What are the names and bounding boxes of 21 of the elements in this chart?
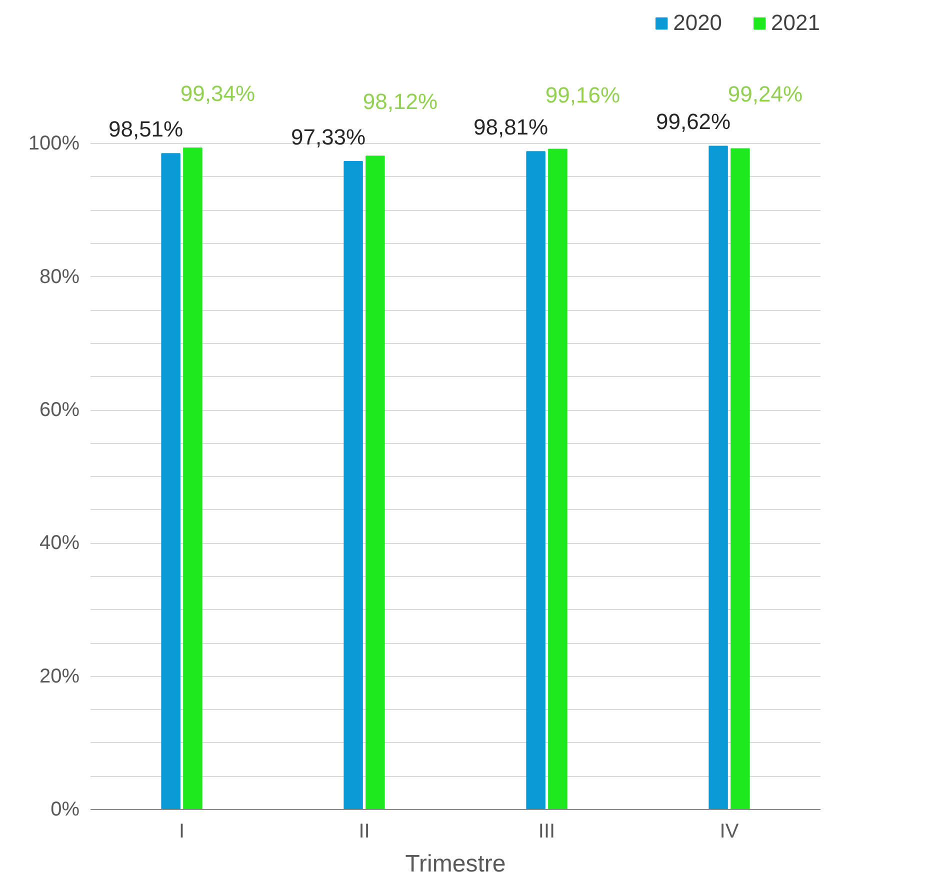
- x-tick-label: II: [358, 820, 370, 842]
- data-label: 99,16%: [545, 82, 620, 108]
- data-label: 98,12%: [362, 89, 438, 114]
- x-tick-label: I: [178, 820, 185, 842]
- data-label: 99,34%: [180, 81, 256, 106]
- data-label: 97,33%: [290, 124, 366, 150]
- y-tick-label: 20%: [39, 665, 80, 688]
- y-tick-label: 60%: [39, 399, 80, 421]
- y-tick-label: 40%: [39, 532, 80, 554]
- legend-label: 2020: [673, 10, 722, 36]
- data-label: 99,24%: [728, 82, 803, 107]
- data-label: 98,81%: [473, 114, 548, 140]
- x-tick-label: IV: [720, 820, 740, 842]
- x-axis-title: Trimestre: [405, 850, 506, 878]
- y-tick-label: 80%: [39, 266, 80, 288]
- legend-label: 2021: [771, 10, 820, 36]
- y-tick-label: 0%: [50, 798, 80, 820]
- data-label: 98,51%: [108, 116, 184, 142]
- x-tick-label: III: [538, 820, 556, 842]
- y-tick-label: 100%: [28, 132, 80, 155]
- data-label: 99,62%: [656, 109, 731, 134]
